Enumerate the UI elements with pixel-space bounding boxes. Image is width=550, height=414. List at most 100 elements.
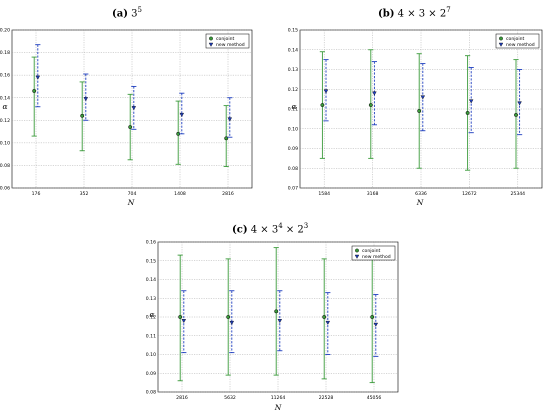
y-tick-label-a: 0.14 [0, 95, 10, 101]
x-tick-label-a: 352 [80, 191, 89, 197]
point-conjoint-c [322, 315, 327, 319]
y-tick-label-c: 0.09 [146, 371, 156, 377]
panel-title-rest-c: × 2 [285, 224, 304, 236]
point-new-method-a [83, 97, 89, 102]
point-new-method-a [35, 75, 41, 80]
legend-marker-conjoint-a [209, 36, 213, 41]
legend-label-c: new method [362, 254, 391, 260]
y-tick-label-b: 0.14 [288, 47, 298, 53]
x-tick-label-b: 6336 [415, 191, 427, 197]
x-tick-label-c: 5632 [224, 395, 236, 401]
panel-label-a: (a) [112, 8, 128, 20]
x-tick-label-c: 22528 [319, 395, 334, 401]
x-axis-label-a: N [127, 198, 135, 207]
y-tick-label-b: 0.12 [288, 87, 298, 93]
y-tick-label-b: 0.09 [288, 146, 298, 152]
y-tick-label-b: 0.11 [288, 107, 298, 113]
chart-a: 0.06 0.08 0.10 0.12 0.14 0.16 0.18 0.20 176 352 70… [0, 28, 253, 207]
legend-label-b: conjoint [506, 36, 525, 42]
point-new-method-a [227, 117, 233, 122]
panel-title-sup-c: 4 [278, 222, 283, 230]
legend-marker-new-method-a [208, 42, 214, 47]
y-tick-label-a: 0.08 [0, 163, 10, 169]
panel-label-c: (c) [232, 224, 248, 236]
x-tick-label-a: 704 [128, 191, 137, 197]
y-tick-label-b: 0.07 [288, 186, 298, 192]
y-tick-label-a: 0.18 [0, 50, 10, 56]
panel-title-base-c: 4 × 3 [250, 224, 279, 236]
legend-label-b: new method [506, 42, 535, 48]
x-tick-label-b: 12672 [462, 191, 477, 197]
x-tick-label-c: 45056 [367, 395, 382, 401]
y-axis-label-c: α [149, 310, 154, 319]
y-tick-label-c: 0.13 [146, 296, 156, 302]
panel-title-a: (a) 35 [112, 6, 142, 19]
y-tick-label-b: 0.10 [288, 126, 298, 132]
point-conjoint-b [368, 103, 373, 108]
point-new-method-b [323, 89, 329, 94]
chart-c: 0.08 0.09 0.10 0.11 0.12 0.13 0.14 0.15 0.16 2816… [146, 240, 399, 412]
point-new-method-c [325, 320, 331, 325]
legend-marker-conjoint-c [355, 248, 359, 253]
point-new-method-b [372, 91, 377, 96]
panel-title-b: (b) 4 × 3 × 27 [378, 6, 451, 19]
y-tick-label-b: 0.08 [288, 166, 298, 172]
x-tick-label-a: 2816 [222, 191, 234, 197]
x-axis-label-c: N [274, 403, 282, 412]
point-new-method-c [277, 319, 283, 324]
panel-title-rest-sup-c: 3 [303, 222, 309, 230]
point-conjoint-c [274, 309, 279, 314]
legend-a [205, 33, 250, 49]
y-tick-label-c: 0.15 [146, 258, 156, 264]
point-new-method-b [468, 99, 474, 104]
x-tick-label-a: 176 [32, 191, 41, 197]
point-conjoint-a [32, 88, 37, 93]
legend-label-c: conjoint [362, 248, 381, 254]
x-tick-label-b: 25344 [510, 191, 525, 197]
point-conjoint-b [514, 112, 518, 117]
panel-title-sup-b: 7 [446, 6, 451, 14]
y-tick-label-b: 0.13 [288, 67, 298, 73]
point-conjoint-a [224, 136, 229, 141]
legend-marker-new-method-c [354, 254, 360, 259]
panel-title-sup-a: 5 [137, 6, 142, 14]
y-tick-label-c: 0.12 [146, 315, 156, 321]
y-tick-label-a: 0.12 [0, 118, 10, 124]
panel-title-base-b: 4 × 3 × 2 [397, 8, 447, 20]
x-tick-label-c: 11264 [271, 395, 286, 401]
legend-label-a: new method [216, 42, 245, 48]
point-conjoint-c [370, 315, 375, 319]
x-tick-label-b: 1584 [318, 191, 330, 197]
point-new-method-b [420, 95, 426, 100]
y-tick-label-a: 0.20 [0, 28, 10, 34]
y-tick-label-b: 0.15 [288, 28, 298, 34]
point-new-method-c [373, 322, 379, 327]
legend-b [495, 33, 540, 49]
legend-marker-new-method-b [498, 42, 504, 47]
y-tick-label-c: 0.08 [146, 390, 156, 396]
point-new-method-a [131, 106, 137, 111]
point-new-method-c [229, 320, 235, 325]
point-conjoint-a [80, 113, 85, 118]
x-tick-label-c: 2816 [176, 395, 188, 401]
y-tick-label-a: 0.06 [0, 186, 10, 192]
x-tick-label-b: 3168 [367, 191, 379, 197]
point-conjoint-a [128, 125, 133, 130]
y-tick-label-a: 0.16 [0, 73, 10, 79]
plot-area-a [11, 29, 253, 189]
panel-title-c: (c) 4 × 34 × 23 [232, 222, 308, 235]
y-tick-label-a: 0.10 [0, 140, 10, 146]
point-new-method-a [179, 112, 185, 117]
point-conjoint-b [465, 111, 470, 115]
chart-b: 0.07 0.08 0.09 0.10 0.11 0.12 0.13 0.14 0.15 1584… [288, 28, 543, 207]
point-conjoint-b [320, 103, 325, 108]
y-tick-label-c: 0.11 [146, 333, 156, 339]
y-tick-label-c: 0.16 [146, 240, 156, 246]
legend-marker-conjoint-b [499, 36, 503, 41]
point-new-method-c [181, 319, 187, 324]
legend-label-a: conjoint [216, 36, 235, 42]
y-axis-label-a: α [2, 102, 7, 111]
legend-c [351, 245, 396, 261]
point-new-method-b [517, 101, 522, 106]
